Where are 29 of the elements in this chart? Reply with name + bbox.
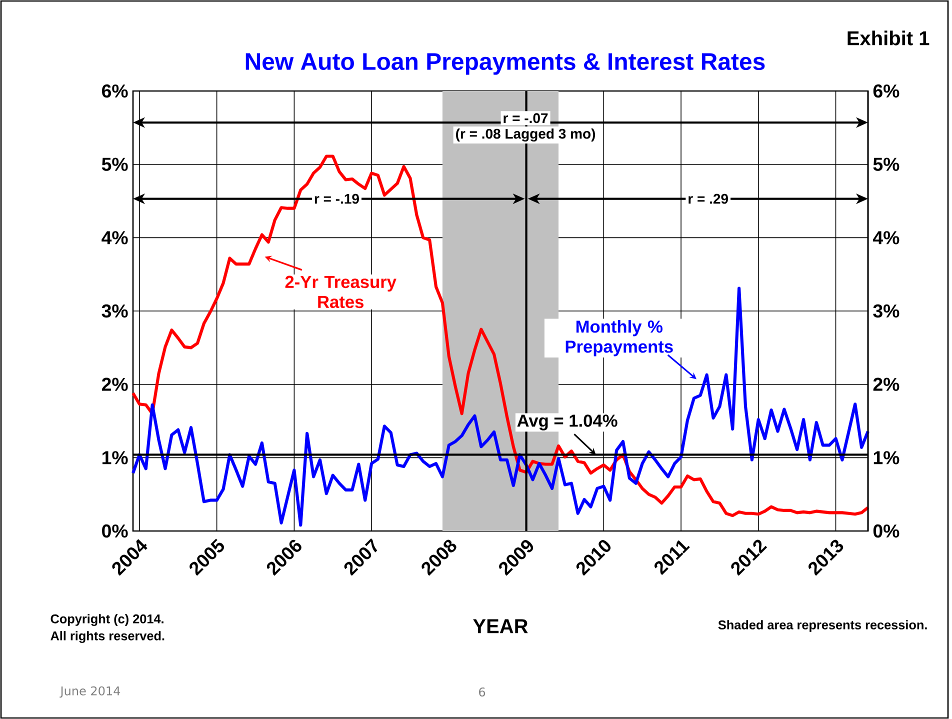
y-tick-label: 5% bbox=[102, 158, 128, 171]
y2-tick-label: 2% bbox=[873, 378, 900, 391]
y2-tick-label: 5% bbox=[873, 158, 900, 171]
text: Exhibit 1 bbox=[848, 30, 930, 46]
text: Copyright (c) 2014. bbox=[50, 614, 164, 626]
x-axis-title: YEAR bbox=[473, 619, 528, 634]
annotation: r = -.07 bbox=[504, 113, 548, 124]
ref-line-label: Avg = 1.04% bbox=[517, 414, 618, 430]
text: Shaded area represents recession. bbox=[718, 620, 927, 632]
y-tick-label: 2% bbox=[102, 378, 128, 391]
annotation: r = .29 bbox=[688, 194, 728, 204]
y2-tick-label: 4% bbox=[873, 231, 900, 244]
legend-label: 2-Yr Treasury Rates bbox=[285, 276, 396, 308]
y-tick-label: 3% bbox=[102, 304, 128, 318]
text: All rights reserved. bbox=[50, 631, 164, 643]
y2-tick-label: 0% bbox=[873, 524, 900, 538]
annotation: (r = .08 Lagged 3 mo) bbox=[456, 128, 596, 142]
y-tick-label: 6% bbox=[102, 84, 128, 98]
text: Monthly % Prepayments bbox=[566, 320, 673, 356]
annotation: r = -.19 bbox=[314, 194, 359, 204]
y2-tick-label: 3% bbox=[873, 304, 900, 318]
y2-tick-label: 6% bbox=[873, 84, 900, 98]
chart-title: New Auto Loan Prepayments & Interest Rates bbox=[246, 53, 765, 75]
y2-tick-label: 1% bbox=[874, 451, 900, 464]
y-tick-label: 4% bbox=[102, 231, 128, 244]
y-tick-label: 0% bbox=[102, 524, 128, 538]
y-tick-label: 1% bbox=[102, 451, 128, 464]
text: 6 bbox=[479, 687, 486, 697]
text: June 2014 bbox=[60, 686, 120, 698]
